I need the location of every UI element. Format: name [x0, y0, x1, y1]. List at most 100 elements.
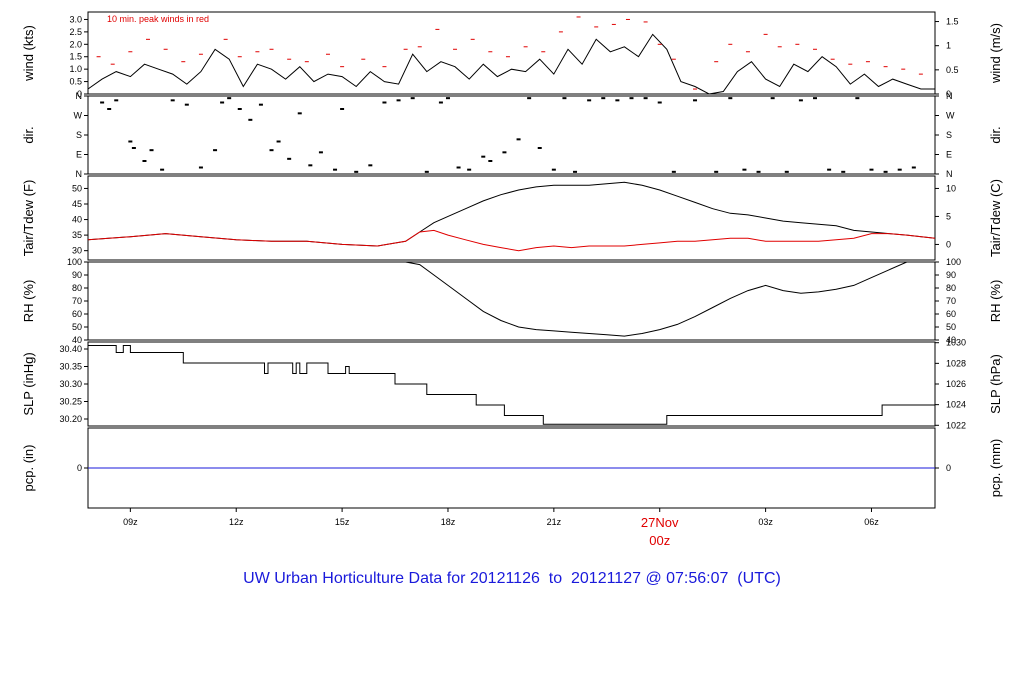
direction-point	[333, 168, 338, 171]
direction-point	[551, 168, 556, 171]
direction-point	[318, 151, 323, 154]
dir-ylabel-left: dir.	[21, 126, 36, 143]
rh-line	[405, 261, 935, 337]
slp-frame	[87, 341, 936, 427]
direction-point	[813, 97, 818, 100]
temp-right-tick-label: 5	[946, 211, 951, 221]
direction-point	[770, 97, 775, 100]
dir-left-tick-label: E	[76, 150, 82, 160]
direction-point	[382, 101, 387, 104]
direction-point	[340, 108, 345, 110]
wind-left-tick-label: 0	[77, 89, 82, 99]
wind-left-tick-label: 1.5	[69, 52, 82, 62]
dir-left-tick-label: S	[76, 130, 82, 140]
direction-point	[248, 118, 253, 121]
x-tick-label: 18z	[441, 517, 456, 527]
tdew-line	[87, 229, 936, 252]
direction-point	[756, 170, 761, 173]
direction-point	[354, 170, 359, 173]
rh-left-tick-label: 90	[72, 270, 82, 280]
direction-point	[728, 97, 733, 100]
temp-left-tick-label: 30	[72, 246, 82, 256]
temp-right-tick-label: 10	[946, 183, 956, 193]
direction-point	[488, 160, 493, 162]
direction-point	[198, 166, 203, 169]
direction-point	[798, 99, 803, 102]
rh-left-tick-label: 60	[72, 309, 82, 319]
x-tick-label: 15z	[335, 517, 350, 527]
direction-point	[227, 97, 232, 100]
direction-point	[657, 101, 662, 104]
x-tick-label: 03z	[758, 517, 773, 527]
wind-right-tick-label: 0.5	[946, 65, 959, 75]
direction-point	[100, 101, 105, 104]
wind-ylabel-left: wind (kts)	[21, 25, 36, 82]
direction-point	[671, 170, 676, 173]
pcp-ylabel-right: pcp. (mm)	[988, 439, 1003, 498]
direction-point	[368, 164, 373, 167]
direction-point	[128, 140, 133, 143]
tair-line	[87, 181, 936, 247]
direction-point	[841, 170, 846, 173]
direction-point	[297, 112, 302, 115]
direction-point	[170, 99, 175, 102]
slp-left-tick-label: 30.30	[59, 379, 82, 389]
chart-title: UW Urban Horticulture Data for 20121126 …	[243, 570, 781, 587]
direction-point	[714, 170, 719, 173]
dir-ylabel-right: dir.	[988, 126, 1003, 143]
direction-point	[883, 170, 888, 173]
pcp-ylabel-left: pcp. (in)	[21, 445, 36, 492]
rh-frame	[87, 261, 936, 341]
direction-point	[237, 108, 242, 110]
direction-point	[601, 97, 606, 100]
slp-left-tick-label: 30.20	[59, 414, 82, 424]
direction-point	[911, 166, 916, 169]
temp-left-tick-label: 45	[72, 199, 82, 209]
slp-ylabel-left: SLP (inHg)	[21, 352, 36, 415]
direction-point	[424, 170, 429, 173]
temp-right-tick-label: 0	[946, 239, 951, 249]
dir-left-tick-label: N	[76, 91, 83, 101]
direction-point	[481, 155, 486, 158]
rh-right-tick-label: 80	[946, 283, 956, 293]
wind-right-tick-label: 0	[946, 89, 951, 99]
rh-right-tick-label: 100	[946, 257, 961, 267]
direction-point	[537, 147, 542, 149]
wind-left-tick-label: 0.5	[69, 77, 82, 87]
temp-left-tick-label: 35	[72, 230, 82, 240]
rh-right-tick-label: 40	[946, 335, 956, 345]
direction-point	[827, 168, 832, 171]
dir-frame	[87, 95, 936, 175]
direction-point	[587, 99, 592, 102]
direction-point	[213, 149, 218, 152]
rh-right-tick-label: 60	[946, 309, 956, 319]
slp-left-tick-label: 30.25	[59, 397, 82, 407]
rh-right-tick-label: 90	[946, 270, 956, 280]
wind-left-tick-label: 3.0	[69, 14, 82, 24]
dir-right-tick-label: W	[946, 111, 955, 121]
direction-point	[269, 149, 274, 152]
direction-point	[629, 97, 634, 100]
rh-ylabel-right: RH (%)	[988, 280, 1003, 323]
rh-left-tick-label: 100	[67, 257, 82, 267]
direction-point	[855, 97, 860, 100]
wind-ylabel-right: wind (m/s)	[988, 23, 1003, 84]
pcp-left-tick-label: 0	[77, 463, 82, 473]
direction-point	[502, 151, 507, 154]
rh-right-tick-label: 50	[946, 322, 956, 332]
direction-point	[693, 99, 698, 102]
direction-point	[784, 170, 789, 173]
rh-left-tick-label: 70	[72, 296, 82, 306]
direction-point	[445, 97, 450, 100]
slp-line	[88, 345, 935, 425]
rh-ylabel-left: RH (%)	[21, 280, 36, 323]
wind-annotation: 10 min. peak winds in red	[107, 14, 209, 24]
direction-point	[396, 99, 401, 102]
direction-point	[742, 168, 747, 171]
rh-left-tick-label: 40	[72, 335, 82, 345]
dir-right-tick-label: N	[946, 169, 953, 179]
temp-left-tick-label: 50	[72, 183, 82, 193]
slp-right-tick-label: 1028	[946, 358, 966, 368]
direction-point	[149, 149, 154, 152]
